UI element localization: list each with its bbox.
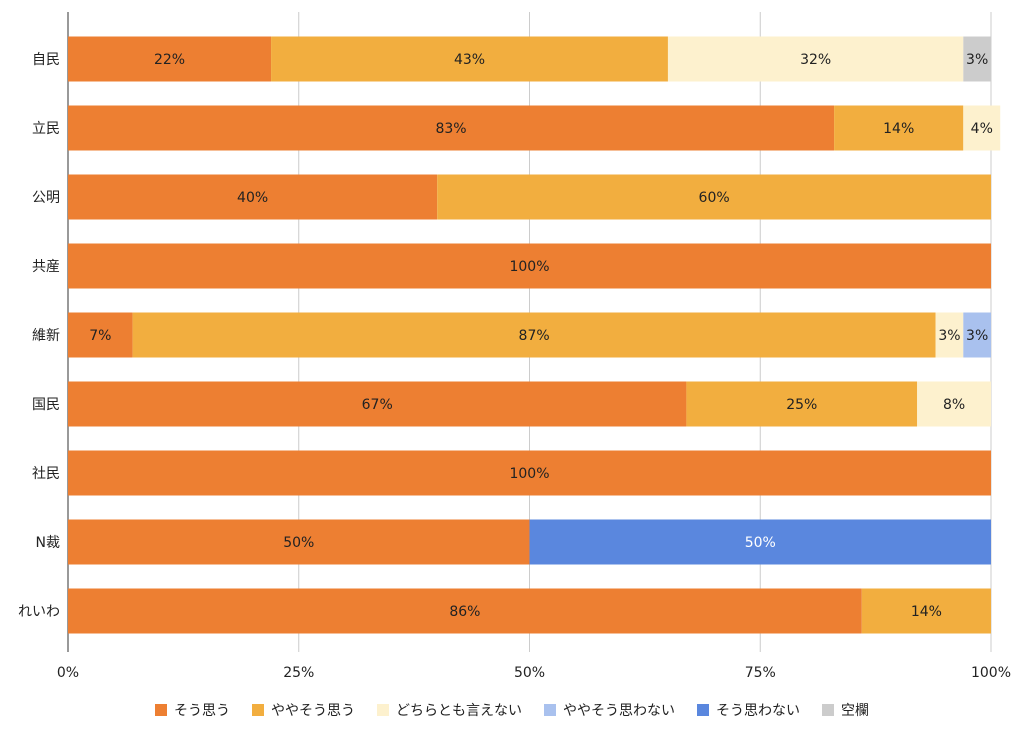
x-tick-label: 50% (514, 665, 545, 681)
y-tick-label: 維新 (32, 328, 60, 344)
data-label: 40% (237, 190, 268, 206)
x-tick-label: 25% (283, 665, 314, 681)
y-tick-label: 社民 (32, 466, 60, 482)
bar-segment (667, 36, 964, 82)
bar-segment (963, 105, 1001, 151)
y-tick-label: 立民 (32, 121, 60, 137)
data-label: 25% (786, 397, 817, 413)
legend-swatch (822, 704, 834, 716)
data-label: 8% (943, 397, 965, 413)
data-label: 14% (911, 604, 942, 620)
x-tick-label: 75% (745, 665, 776, 681)
data-label: 7% (89, 328, 111, 344)
legend-item: そう思う (155, 700, 230, 720)
legend-label: 空欄 (841, 703, 869, 719)
bar-segment (686, 381, 918, 427)
data-label: 3% (966, 52, 988, 68)
bar-segment (68, 36, 272, 82)
data-label: 100% (509, 259, 549, 275)
bar-segment (68, 588, 862, 634)
legend-label: ややそう思わない (563, 703, 675, 719)
y-tick-label: 自民 (32, 52, 60, 68)
y-tick-label: 共産 (32, 259, 60, 275)
data-label: 50% (745, 535, 776, 551)
y-tick-label: 国民 (32, 397, 60, 413)
bar-segment (935, 312, 964, 358)
data-label: 3% (938, 328, 960, 344)
legend-item: 空欄 (822, 700, 869, 720)
legend-item: ややそう思う (252, 700, 355, 720)
bar-segment (68, 381, 687, 427)
data-label: 43% (454, 52, 485, 68)
data-label: 50% (283, 535, 314, 551)
bar-segment (68, 450, 991, 496)
bar-segment (963, 312, 991, 358)
bar-segment (68, 105, 835, 151)
y-tick-label: N裁 (36, 535, 60, 551)
legend-swatch (544, 704, 556, 716)
bar-segment (861, 588, 991, 634)
legend-label: そう思う (174, 703, 230, 719)
legend-swatch (377, 704, 389, 716)
legend-label: そう思わない (716, 703, 800, 719)
x-tick-label: 0% (57, 665, 79, 681)
bar-segment (271, 36, 668, 82)
legend-item: どちらとも言えない (377, 700, 522, 720)
bar-segment (834, 105, 964, 151)
y-tick-label: 公明 (32, 190, 60, 206)
bar-segment (68, 312, 133, 358)
bar-segment (437, 174, 991, 220)
bar-segment (68, 519, 530, 565)
legend-swatch (697, 704, 709, 716)
data-label: 32% (800, 52, 831, 68)
data-label: 67% (362, 397, 393, 413)
data-label: 3% (966, 328, 988, 344)
bar-segment (132, 312, 936, 358)
legend-label: どちらとも言えない (396, 703, 522, 719)
data-label: 14% (883, 121, 914, 137)
legend-label: ややそう思う (271, 703, 355, 719)
data-label: 60% (699, 190, 730, 206)
bar-segment (68, 174, 438, 220)
legend-item: ややそう思わない (544, 700, 675, 720)
y-tick-label: れいわ (18, 604, 60, 620)
legend-item: そう思わない (697, 700, 800, 720)
chart-legend: そう思う ややそう思う どちらとも言えない ややそう思わない そう思わない 空欄 (0, 700, 1024, 720)
bar-segment (68, 243, 991, 289)
legend-swatch (252, 704, 264, 716)
data-label: 83% (435, 121, 466, 137)
x-tick-label: 100% (971, 665, 1011, 681)
bar-segment (963, 36, 991, 82)
bar-segment (529, 519, 991, 565)
data-label: 100% (509, 466, 549, 482)
legend-swatch (155, 704, 167, 716)
data-label: 87% (519, 328, 550, 344)
data-label: 86% (449, 604, 480, 620)
bar-segment (917, 381, 991, 427)
data-label: 4% (971, 121, 993, 137)
data-label: 22% (154, 52, 185, 68)
